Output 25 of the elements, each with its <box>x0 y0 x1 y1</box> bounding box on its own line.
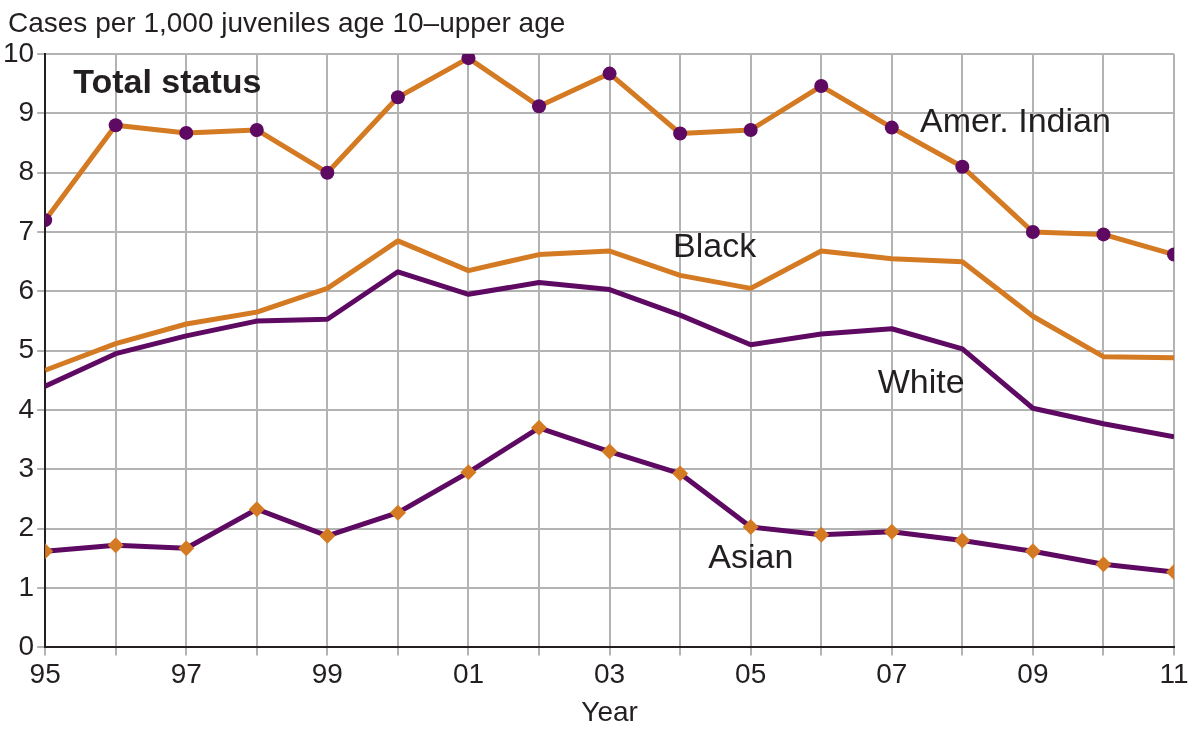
x-tick-label: 05 <box>735 657 767 689</box>
y-tick-label: 2 <box>18 511 35 543</box>
x-tick-label: 07 <box>876 657 908 689</box>
x-tick-label: 01 <box>452 657 485 689</box>
series-label: White <box>877 361 965 400</box>
y-axis-title: Cases per 1,000 juveniles age 10–upper age <box>8 6 566 38</box>
y-tick-label: 3 <box>18 452 35 484</box>
y-tick-label: 1 <box>18 570 35 602</box>
chart-title: Total status <box>73 62 262 101</box>
x-tick-label: 03 <box>593 657 626 689</box>
x-axis-title: Year <box>581 695 638 727</box>
y-tick-label: 7 <box>18 214 35 246</box>
x-tick-label: 11 <box>1159 657 1189 689</box>
series-label: Asian <box>708 536 794 575</box>
series-label: Amer. Indian <box>920 100 1111 139</box>
x-tick-label: 99 <box>311 657 343 689</box>
y-tick-label: 4 <box>18 392 35 424</box>
series-label: Black <box>673 226 758 265</box>
x-tick-label: 09 <box>1017 657 1049 689</box>
y-tick-label: 9 <box>18 96 35 128</box>
y-tick-label: 6 <box>18 274 35 306</box>
y-tick-label: 8 <box>18 155 35 187</box>
y-tick-label: 10 <box>2 36 35 68</box>
y-tick-label: 5 <box>18 333 35 365</box>
x-tick-label: 97 <box>170 657 202 689</box>
